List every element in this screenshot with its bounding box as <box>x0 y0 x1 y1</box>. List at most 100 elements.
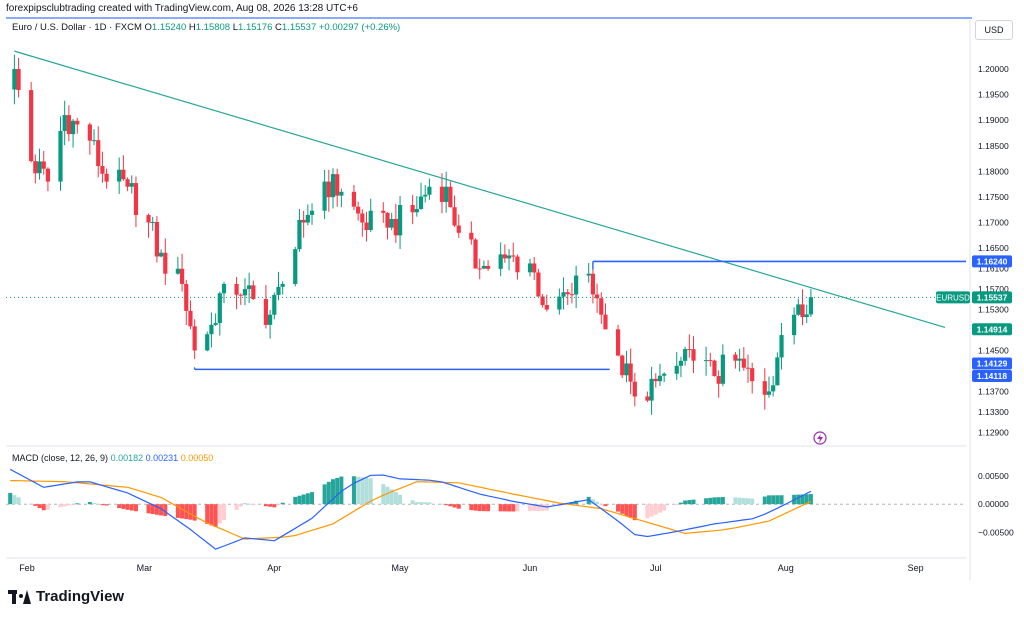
macd-histogram-bar <box>595 501 600 505</box>
macd-histogram-bar <box>175 504 180 518</box>
candle-body <box>125 179 130 187</box>
candle-body <box>624 363 629 376</box>
candle-body <box>192 326 197 351</box>
macd-histogram-bar <box>37 504 42 509</box>
event-marker-bolt <box>817 434 823 443</box>
macd-histogram-bar <box>771 495 776 505</box>
candle-body <box>498 254 503 269</box>
candle-body <box>678 360 684 366</box>
low-label: L <box>232 22 239 33</box>
candle-body <box>779 335 784 358</box>
currency-button[interactable]: USD <box>975 20 1013 40</box>
macd-histogram-bar <box>750 498 755 505</box>
price-tick-label: 1.19500 <box>978 90 1009 100</box>
candle-body <box>561 292 566 297</box>
time-tick-label: Sep <box>908 563 924 573</box>
candle-body <box>293 249 298 284</box>
macd-histogram-bar <box>708 497 713 505</box>
macd-histogram-bar <box>515 504 520 512</box>
macd-histogram-bar <box>180 504 185 519</box>
event-marker-icon[interactable] <box>813 431 827 445</box>
candle-body <box>91 140 97 142</box>
candle-body <box>62 115 67 131</box>
candle-body <box>70 120 76 135</box>
candle-body <box>129 183 134 187</box>
candle-body <box>532 263 537 273</box>
candle-body <box>175 268 180 274</box>
macd-histogram-bar <box>351 476 356 505</box>
candle-body <box>485 265 491 269</box>
candle-body <box>586 273 591 276</box>
macd-histogram-bar <box>704 498 709 505</box>
macd-histogram-bar <box>364 477 369 505</box>
macd-histogram-bar <box>532 504 537 511</box>
macd-histogram-bar <box>125 504 130 510</box>
price-axis-tag-label: 1.14914 <box>977 324 1008 334</box>
macd-histogram-bar <box>163 504 168 517</box>
macd-histogram-bar <box>741 498 746 505</box>
macd-histogram-bar <box>263 504 268 507</box>
macd-tick-label: −0.00500 <box>978 527 1014 537</box>
macd-histogram-bar <box>33 504 38 506</box>
candle-body <box>456 225 461 233</box>
candle-body <box>360 213 365 223</box>
candle-body <box>527 263 533 273</box>
candle-body <box>703 360 709 362</box>
price-tick-label: 1.14500 <box>978 345 1009 355</box>
macd-histogram-bar <box>133 504 138 512</box>
macd-histogram-bar <box>297 495 302 505</box>
price-axis-tag-label: 1.14129 <box>977 358 1008 368</box>
price-tick-label: 1.18000 <box>978 166 1009 176</box>
macd-histogram-bar <box>414 502 419 505</box>
candle-body <box>771 385 776 392</box>
macd-histogram-bar <box>737 497 742 505</box>
candle-body <box>473 239 478 269</box>
candle-body <box>544 305 549 310</box>
candle-body <box>712 360 717 377</box>
candle-body <box>515 256 520 273</box>
candle-body <box>481 265 487 269</box>
price-tick-label: 1.16500 <box>978 243 1009 253</box>
candle-body <box>674 365 679 374</box>
time-tick-label: May <box>392 563 410 573</box>
candle-body <box>808 297 813 315</box>
candle-body <box>96 140 101 167</box>
candle-body <box>335 174 340 196</box>
candle-body <box>356 206 361 214</box>
macd-histogram-bar <box>146 504 151 514</box>
macd-histogram-bar <box>234 504 239 510</box>
candle-body <box>662 373 667 376</box>
macd-pane <box>6 468 966 550</box>
price-axis-tag-label: 1.16240 <box>977 256 1008 266</box>
candle-body <box>297 219 302 250</box>
macd-histogram-bar <box>322 484 327 505</box>
candle-body <box>368 210 373 231</box>
macd-tick-label: 0.00500 <box>978 471 1009 481</box>
candle-body <box>221 283 227 294</box>
macd-histogram-bar <box>389 489 394 505</box>
candle-body <box>683 349 688 361</box>
macd-histogram-bar <box>674 504 679 506</box>
macd-histogram-bar <box>247 503 252 505</box>
price-tick-label: 1.12900 <box>978 427 1009 437</box>
macd-legend-histogram: 0.00182 <box>110 453 144 463</box>
candle-body <box>364 222 369 231</box>
candle-body <box>708 360 713 362</box>
candle-body <box>37 161 42 174</box>
macd-line <box>9 468 812 550</box>
macd-histogram-bar <box>268 504 273 507</box>
candle-body <box>351 191 357 207</box>
symbol-tag-label: EURUSD <box>936 293 970 302</box>
candle-body <box>339 191 344 196</box>
top-border <box>6 17 972 19</box>
candle-body <box>121 169 126 180</box>
candle-body <box>574 275 579 295</box>
candle-body <box>213 323 218 325</box>
candle-body <box>565 292 570 295</box>
candle-body <box>632 381 637 397</box>
candle-body <box>133 183 139 216</box>
candle-body <box>750 368 755 382</box>
time-tick-label: Feb <box>19 563 35 573</box>
macd-signal-line <box>10 480 812 540</box>
